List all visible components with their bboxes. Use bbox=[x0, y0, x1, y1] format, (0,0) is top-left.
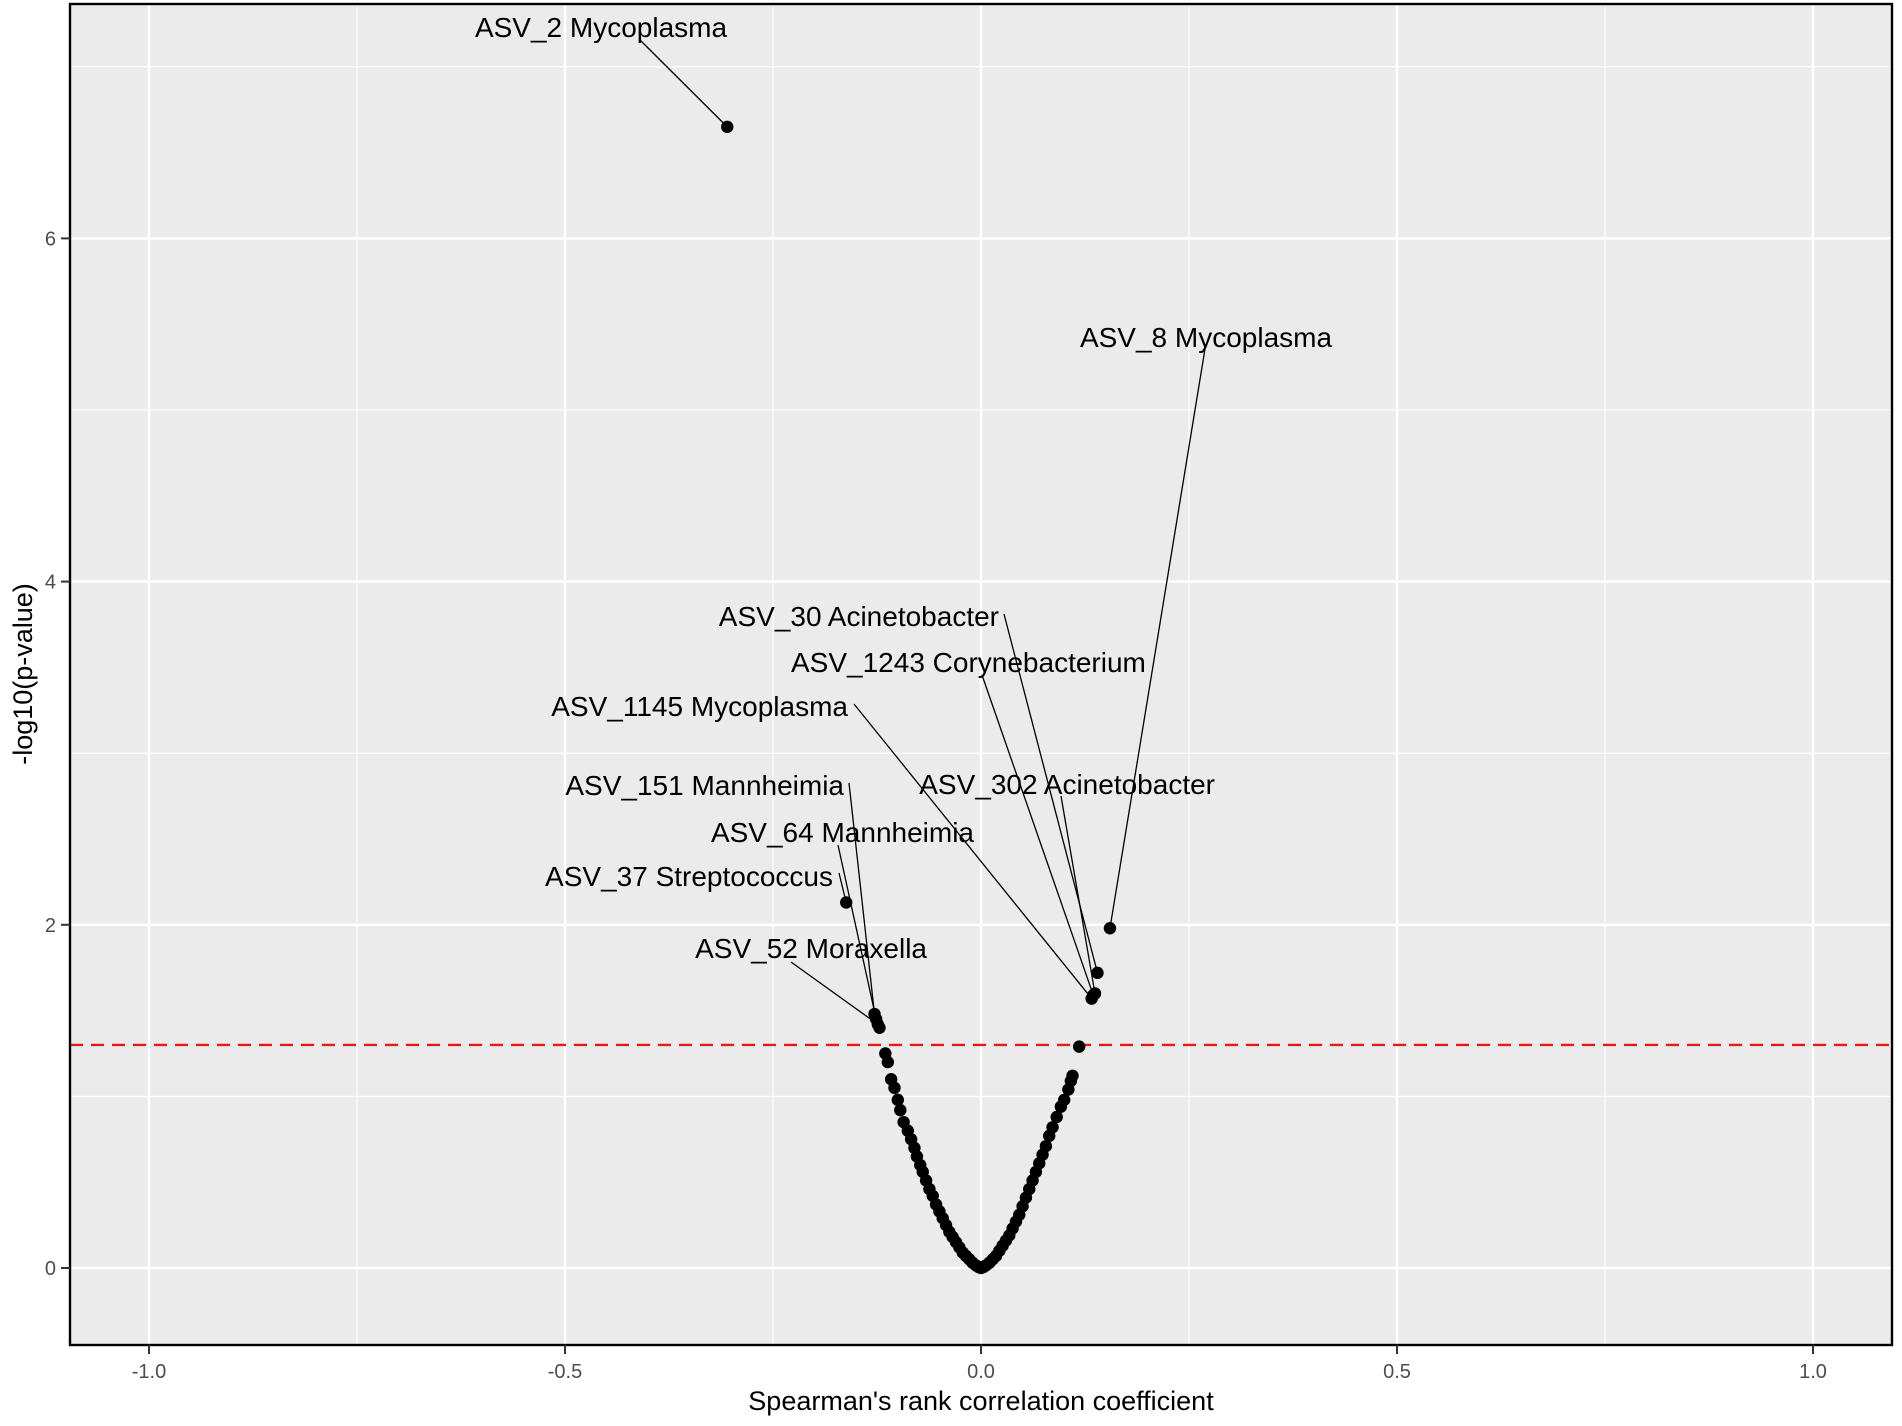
annotation-label: ASV_37 Streptococcus bbox=[545, 861, 833, 892]
data-point bbox=[1050, 1110, 1063, 1124]
annotation-line bbox=[981, 674, 1094, 996]
data-point bbox=[1066, 1069, 1079, 1083]
x-axis: -1.0 -0.5 0.0 0.5 1.0 bbox=[132, 1345, 1827, 1383]
labeled-data-point bbox=[1103, 922, 1117, 935]
x-axis-title: Spearman's rank correlation coefficient bbox=[748, 1386, 1214, 1416]
annotation-line bbox=[848, 782, 876, 1015]
annotation-label: ASV_30 Acinetobacter bbox=[719, 601, 999, 632]
data-point bbox=[894, 1103, 907, 1117]
annotation-label: ASV_1145 Mycoplasma bbox=[551, 691, 848, 722]
x-tick-label: -1.0 bbox=[132, 1361, 166, 1383]
labeled-data-point bbox=[1091, 966, 1104, 980]
y-tick-label: 6 bbox=[45, 228, 56, 250]
x-tick-label: -0.5 bbox=[548, 1361, 582, 1383]
annotation-line bbox=[853, 703, 1093, 999]
data-point bbox=[888, 1081, 901, 1095]
annotation-label: ASV_52 Moraxella bbox=[695, 933, 927, 964]
annotation-label: ASV_151 Mannheimia bbox=[565, 770, 844, 801]
x-tick-label: 0.0 bbox=[967, 1361, 995, 1383]
data-point bbox=[891, 1093, 904, 1107]
data-point bbox=[1039, 1139, 1053, 1153]
labeled-data-point bbox=[721, 120, 734, 134]
annotation-label: ASV_302 Acinetobacter bbox=[919, 769, 1215, 800]
labeled-data-point bbox=[840, 896, 853, 909]
y-tick-label: 2 bbox=[45, 915, 56, 937]
annotation-line bbox=[639, 39, 728, 128]
x-tick-label: 0.5 bbox=[1383, 1361, 1411, 1383]
y-tick-label: 4 bbox=[45, 572, 56, 594]
data-point bbox=[881, 1055, 895, 1069]
y-axis: 0 2 4 6 bbox=[45, 228, 70, 1280]
y-tick-label: 0 bbox=[45, 1258, 56, 1280]
annotation-labels: ASV_2 Mycoplasma ASV_8 Mycoplasma ASV_30 A… bbox=[475, 12, 1333, 964]
data-point bbox=[1046, 1121, 1059, 1134]
y-axis-title: -log10(p-value) bbox=[8, 583, 38, 765]
data-point bbox=[1058, 1093, 1071, 1107]
data-point bbox=[1072, 1040, 1086, 1053]
annotation-line bbox=[1109, 348, 1206, 929]
labeled-data-point bbox=[871, 1018, 885, 1031]
annotation-line bbox=[1060, 795, 1096, 994]
x-tick-label: 1.0 bbox=[1799, 1361, 1827, 1383]
annotation-label: ASV_8 Mycoplasma bbox=[1080, 322, 1333, 353]
annotation-label: ASV_2 Mycoplasma bbox=[475, 12, 728, 43]
annotation-lines bbox=[639, 39, 1206, 1025]
labeled-data-point bbox=[1088, 987, 1102, 1000]
data-points bbox=[721, 120, 1117, 1275]
annotation-line bbox=[1003, 613, 1099, 974]
annotation-line bbox=[790, 961, 879, 1025]
annotation-line bbox=[837, 844, 877, 1020]
annotation-label: ASV_1243 Corynebacterium bbox=[791, 647, 1146, 678]
annotation-label: ASV_64 Mannheimia bbox=[711, 817, 974, 848]
